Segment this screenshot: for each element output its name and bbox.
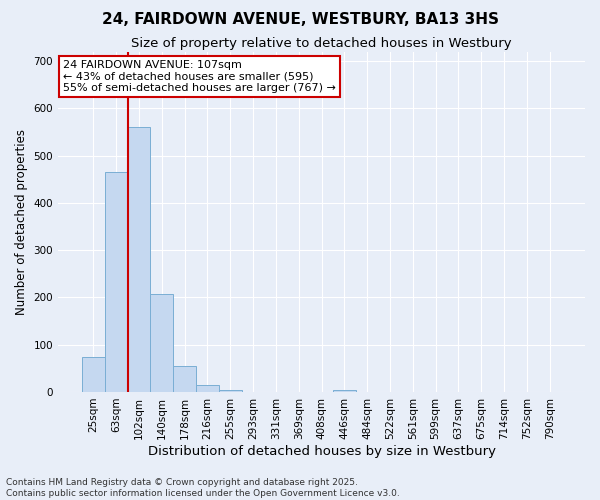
Text: Contains HM Land Registry data © Crown copyright and database right 2025.
Contai: Contains HM Land Registry data © Crown c… [6, 478, 400, 498]
Bar [219, 390, 242, 392]
Bar [196, 385, 219, 392]
Bar [82, 356, 105, 392]
Bar [173, 366, 196, 392]
Bar [151, 294, 173, 392]
Text: 24 FAIRDOWN AVENUE: 107sqm
← 43% of detached houses are smaller (595)
55% of sem: 24 FAIRDOWN AVENUE: 107sqm ← 43% of deta… [64, 60, 336, 94]
Bar [105, 172, 128, 392]
X-axis label: Distribution of detached houses by size in Westbury: Distribution of detached houses by size … [148, 444, 496, 458]
Bar [333, 390, 356, 392]
Title: Size of property relative to detached houses in Westbury: Size of property relative to detached ho… [131, 38, 512, 51]
Y-axis label: Number of detached properties: Number of detached properties [15, 129, 28, 315]
Bar [128, 128, 151, 392]
Text: 24, FAIRDOWN AVENUE, WESTBURY, BA13 3HS: 24, FAIRDOWN AVENUE, WESTBURY, BA13 3HS [101, 12, 499, 28]
